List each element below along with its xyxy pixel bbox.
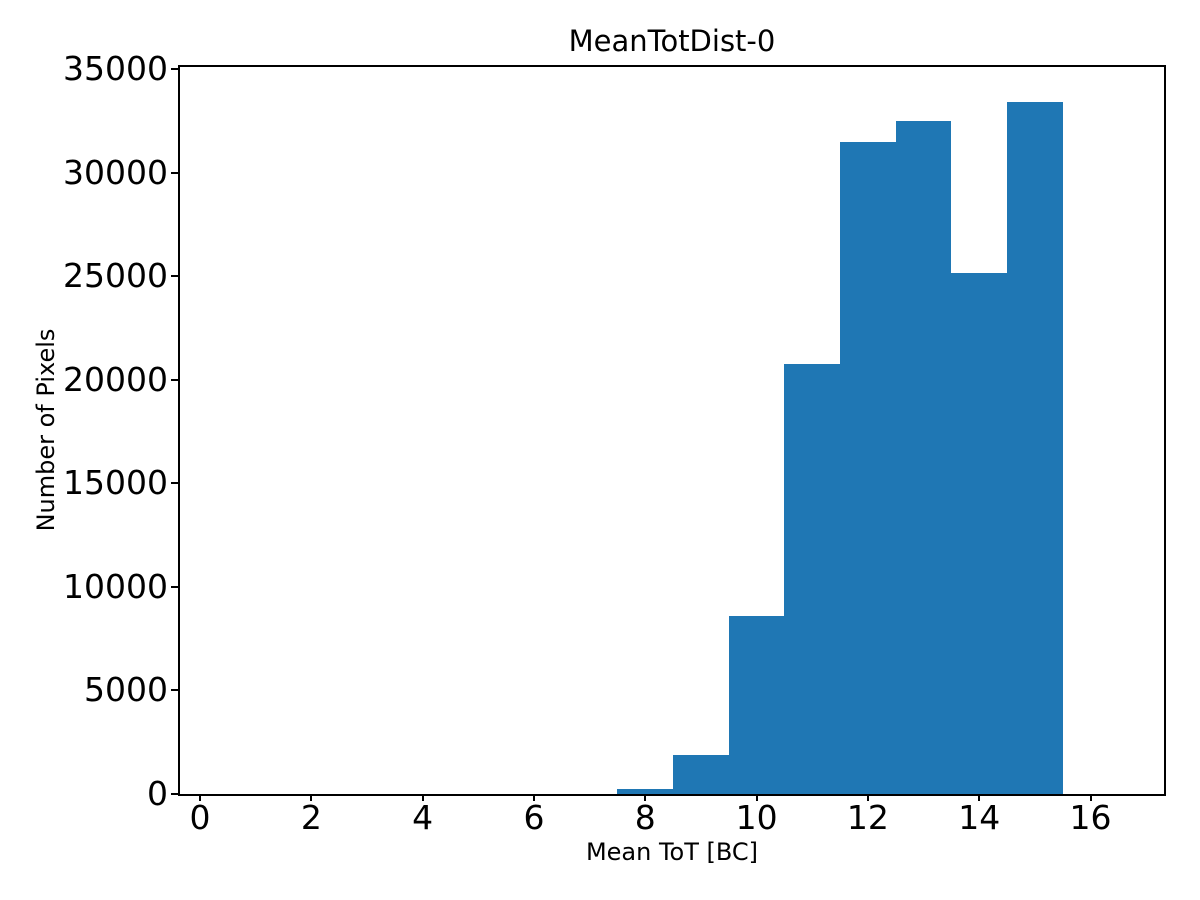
- x-axis-tick-label: 6: [523, 798, 545, 837]
- histogram-bar: [895, 120, 952, 794]
- x-axis-tick-label: 14: [958, 798, 1001, 837]
- x-axis-label: Mean ToT [BC]: [585, 838, 759, 866]
- histogram-bar: [673, 754, 729, 794]
- y-axis-tick-mark: [171, 68, 178, 71]
- x-axis-tick-label: 8: [634, 798, 656, 837]
- y-axis-tick-label: 15000: [63, 463, 168, 503]
- histogram-bar: [951, 273, 1008, 794]
- x-axis-tick-mark: [310, 794, 313, 801]
- y-axis-tick-mark: [171, 482, 178, 485]
- y-axis-tick-mark: [171, 275, 178, 278]
- chart-title: MeanTotDist-0: [568, 24, 776, 58]
- x-axis-tick-mark: [532, 794, 535, 801]
- y-axis-tick-mark: [171, 585, 178, 588]
- x-axis-tick-label: 10: [735, 798, 778, 837]
- y-axis-tick-mark: [171, 378, 178, 381]
- x-axis-tick-mark: [644, 794, 647, 801]
- y-axis-tick-label: 5000: [84, 670, 168, 710]
- plot-area: [178, 65, 1166, 796]
- y-axis-tick-mark: [171, 171, 178, 174]
- x-axis-tick-label: 16: [1069, 798, 1112, 837]
- histogram-bar: [617, 788, 674, 794]
- histogram-bar: [728, 615, 785, 794]
- x-axis-tick-mark: [866, 794, 869, 801]
- x-axis-tick-label: 12: [846, 798, 889, 837]
- x-axis-tick-label: 4: [412, 798, 434, 837]
- x-axis-tick-mark: [1089, 794, 1092, 801]
- y-axis-tick-label: 30000: [63, 152, 168, 192]
- x-axis-tick-mark: [978, 794, 981, 801]
- x-axis-tick-label: 2: [300, 798, 322, 837]
- x-axis-tick-mark: [421, 794, 424, 801]
- y-axis-tick-label: 25000: [63, 256, 168, 296]
- y-axis-tick-label: 0: [147, 773, 168, 813]
- y-axis-tick-mark: [171, 689, 178, 692]
- x-axis-tick-mark: [755, 794, 758, 801]
- y-axis-label: Number of Pixels: [32, 328, 60, 532]
- x-axis-tick-label: 0: [189, 798, 211, 837]
- y-axis-tick-label: 35000: [63, 48, 168, 88]
- y-axis-tick-label: 10000: [63, 566, 168, 606]
- y-axis-tick-label: 20000: [63, 359, 168, 399]
- x-axis-tick-mark: [199, 794, 202, 801]
- histogram-bar: [840, 141, 896, 794]
- histogram-bar: [1007, 102, 1063, 794]
- histogram-bar: [784, 364, 841, 794]
- y-axis-tick-mark: [171, 793, 178, 795]
